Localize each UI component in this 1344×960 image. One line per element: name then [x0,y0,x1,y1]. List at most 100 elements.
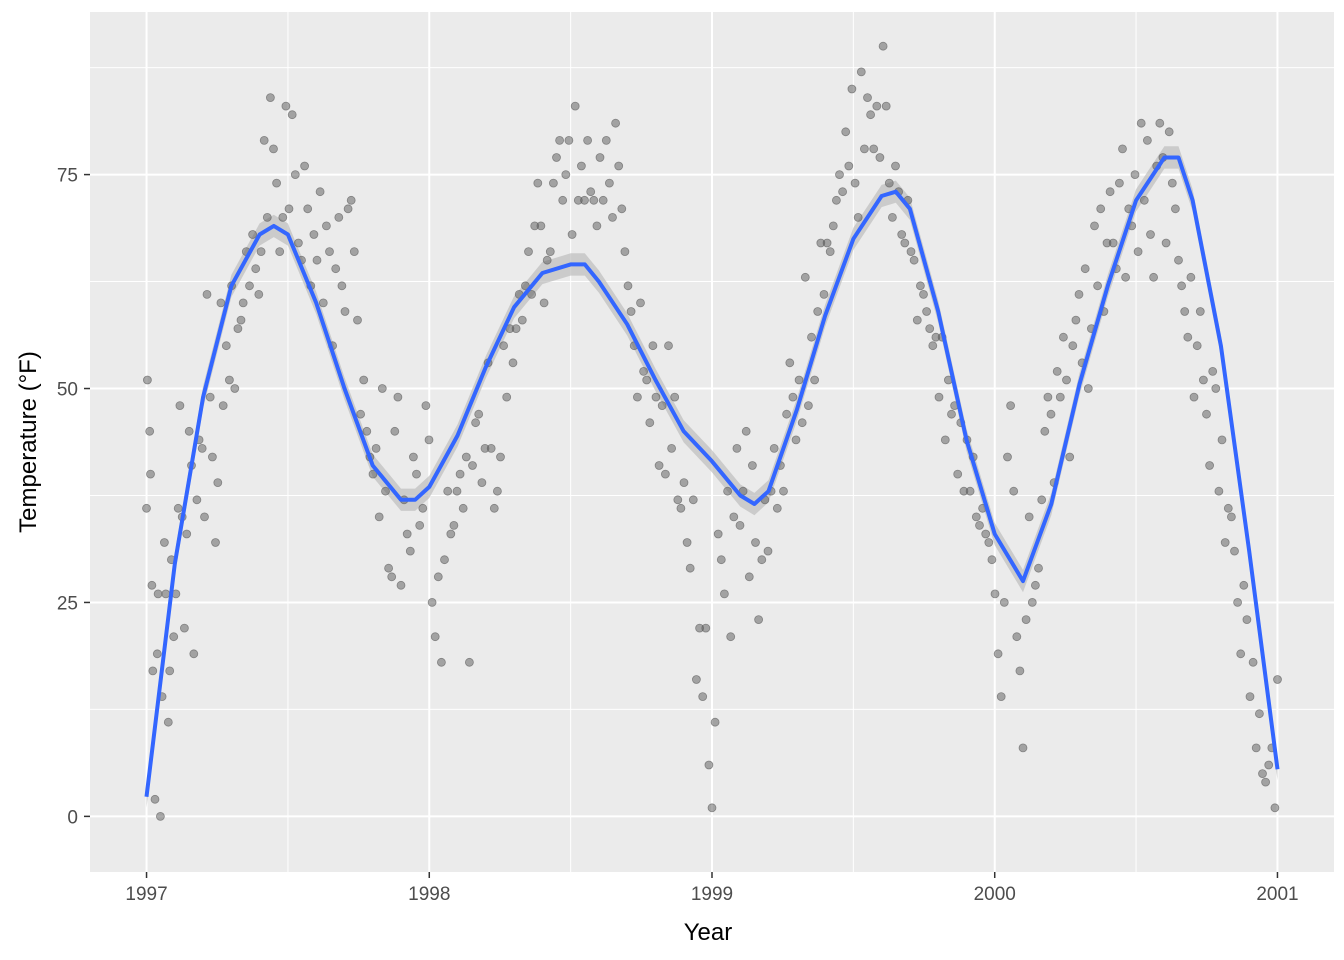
data-point [517,315,527,325]
data-point [1189,392,1199,402]
data-point [300,161,310,171]
data-point [654,461,664,470]
data-point [477,478,487,488]
data-point [549,178,558,188]
data-point [716,555,726,565]
data-point [511,324,521,334]
data-point [1055,392,1065,402]
data-point [670,392,680,402]
data-point [878,41,888,51]
data-point [278,212,288,222]
data-point [723,486,732,496]
data-point [349,247,359,257]
data-point [1155,118,1165,128]
data-point [408,452,418,462]
data-point [975,521,984,530]
data-point [1220,538,1230,547]
data-point [748,461,757,470]
data-point [785,358,795,368]
data-point [1192,341,1202,351]
data-point [698,692,708,701]
data-point [993,649,1003,659]
data-point [819,289,829,299]
data-point [940,435,950,445]
data-point [471,418,481,428]
data-point [384,563,394,573]
data-point [287,110,297,120]
data-point [1080,264,1090,274]
data-point [161,589,171,599]
data-point [825,247,835,257]
data-point [900,238,910,248]
data-point [552,153,561,162]
data-point [353,315,362,325]
x-axis-title: Year [684,919,733,946]
data-point [1046,409,1056,419]
data-point [1003,452,1012,462]
data-point [1242,615,1252,624]
data-point [1205,461,1214,470]
data-point [1239,580,1249,590]
data-point [309,230,319,239]
data-point [832,195,841,205]
data-point [1115,178,1124,188]
data-point [524,247,533,257]
data-point [906,247,916,257]
y-axis-title: Temperature (°F) [15,351,42,533]
data-point [331,264,341,274]
data-point [928,341,938,351]
data-point [179,623,189,633]
data-point [340,307,350,316]
data-point [430,632,440,642]
data-point [269,144,278,154]
data-point [334,212,344,222]
data-point [545,247,555,257]
data-point [325,247,334,257]
data-point [735,521,745,530]
data-point [248,230,258,239]
data-point [390,426,400,436]
data-point [965,486,975,496]
data-point [713,529,723,539]
data-point [850,178,860,188]
x-tick-label: 1998 [408,884,450,905]
data-point [598,195,608,205]
data-point [673,495,683,505]
data-point [996,692,1006,701]
data-point [374,512,384,522]
data-point [489,503,499,513]
data-point [872,101,882,111]
data-point [1062,375,1071,385]
data-point [636,298,645,308]
data-point [147,580,157,590]
data-point [175,401,185,411]
data-point [916,281,925,291]
data-point [807,332,816,342]
data-point [337,281,347,291]
data-point [449,521,459,530]
data-point [1273,675,1282,684]
data-point [667,443,676,453]
data-point [142,503,151,513]
data-point [1211,384,1221,393]
data-point [813,307,823,316]
data-point [173,503,183,513]
data-point [661,469,670,479]
data-point [595,153,605,162]
data-point [564,135,574,145]
data-point [238,298,248,308]
data-point [1043,392,1053,402]
data-point [1264,760,1274,770]
data-point [953,469,963,479]
data-point [633,392,642,402]
data-point [387,572,397,582]
data-point [265,93,275,102]
data-point [794,375,804,385]
data-point [1027,598,1037,607]
data-point [1021,615,1031,624]
data-point [1251,743,1261,753]
data-point [146,469,155,479]
data-point [922,307,931,316]
data-point [800,272,810,282]
